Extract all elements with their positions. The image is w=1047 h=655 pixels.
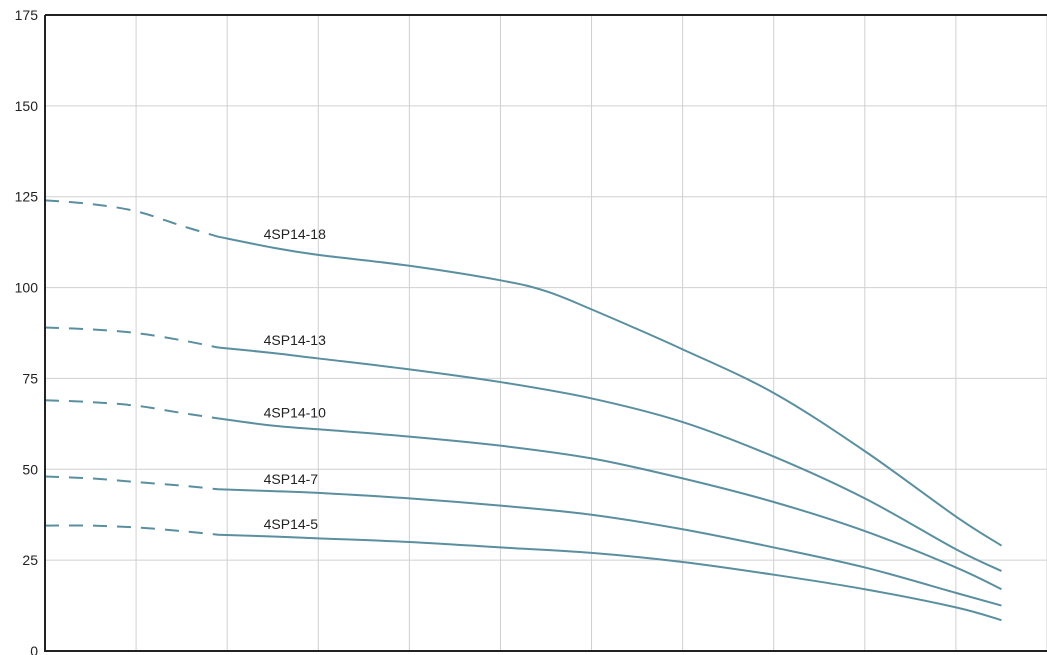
y-tick-label: 150 (15, 98, 39, 114)
y-tick-label: 25 (22, 552, 38, 568)
series-label: 4SP14-13 (264, 332, 326, 348)
series-label: 4SP14-7 (264, 471, 319, 487)
grid (45, 14, 1047, 651)
series-line (217, 417, 1002, 591)
series-line-dashed (44, 399, 219, 420)
series-label: 4SP14-10 (264, 404, 326, 420)
y-tick-label: 0 (30, 643, 38, 655)
series-line-dashed (44, 199, 219, 238)
series-line-dashed (44, 326, 219, 349)
series-labels: 4SP14-18 4SP14-13 4SP14-10 4SP14-7 4SP14-5 (264, 226, 326, 532)
series-line (217, 346, 1002, 572)
axes (44, 14, 1047, 652)
y-tick-labels: 0 25 50 75 100 125 150 175 (15, 7, 39, 655)
series-line (217, 235, 1002, 547)
series-line-dashed (44, 475, 219, 491)
series-label: 4SP14-18 (264, 226, 326, 242)
series-line-dashed (44, 524, 219, 536)
curves (44, 199, 1002, 622)
y-tick-label: 100 (15, 280, 39, 296)
y-tick-label: 75 (22, 370, 38, 386)
series-label: 4SP14-5 (264, 516, 319, 532)
y-tick-label: 175 (15, 7, 39, 23)
series-line (218, 488, 1002, 607)
y-tick-label: 125 (15, 189, 39, 205)
y-tick-label: 50 (22, 461, 38, 477)
series-line (218, 533, 1002, 622)
